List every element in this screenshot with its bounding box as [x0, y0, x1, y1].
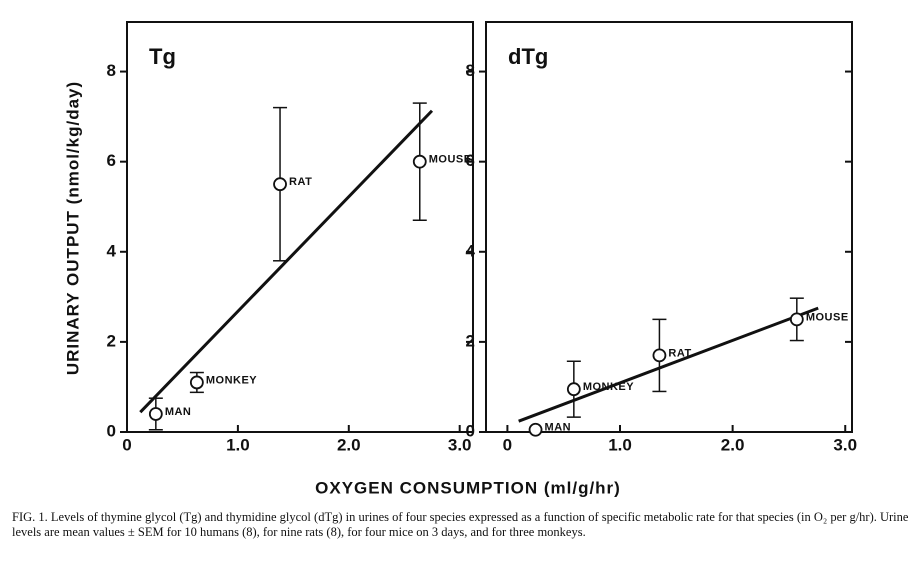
caption: FIG. 1. Levels of thymine glycol (Tg) an… [12, 510, 909, 539]
y-tick-label: 8 [107, 61, 116, 80]
y-tick-label: 6 [466, 151, 475, 170]
data-point [566, 382, 581, 397]
panel-title: dTg [508, 44, 548, 69]
data-point [273, 177, 287, 192]
point-label: MAN [545, 422, 572, 434]
point-label: MOUSE [429, 154, 472, 166]
fit-line [518, 306, 819, 423]
y-axis-label: URINARY OUTPUT (nmol/kg/day) [63, 81, 82, 375]
x-tick-label: 2.0 [721, 435, 745, 454]
y-tick-label: 4 [107, 241, 117, 260]
data-point [652, 348, 667, 363]
data-point [189, 375, 204, 390]
x-tick-label: 1.0 [608, 435, 632, 454]
x-tick-label: 1.0 [226, 435, 250, 454]
y-tick-label: 8 [466, 61, 475, 80]
y-tick-label: 2 [466, 331, 475, 350]
figure: URINARY OUTPUT (nmol/kg/day) OXYGEN CONS… [63, 21, 857, 497]
x-tick-label: 3.0 [833, 435, 857, 454]
y-tick-label: 2 [107, 331, 116, 350]
y-tick-label: 0 [466, 421, 475, 440]
x-tick-label: 3.0 [448, 435, 472, 454]
x-tick-label: 0 [122, 435, 131, 454]
plot-frame [485, 21, 853, 433]
x-tick-label: 2.0 [337, 435, 361, 454]
panel-title: Tg [149, 44, 176, 69]
point-label: MOUSE [806, 311, 849, 323]
data-point [148, 407, 163, 421]
data-point [528, 422, 543, 437]
point-label: MAN [165, 406, 192, 418]
point-label: RAT [289, 176, 312, 188]
y-tick-label: 0 [107, 421, 116, 440]
point-label: MONKEY [583, 381, 634, 393]
x-tick-label: 0 [503, 435, 512, 454]
y-tick-label: 4 [466, 241, 476, 260]
data-point [412, 154, 427, 169]
point-label: RAT [668, 347, 691, 359]
x-axis-label: OXYGEN CONSUMPTION (ml/g/hr) [315, 478, 621, 497]
plot-frame [126, 21, 474, 433]
point-label: MONKEY [206, 374, 257, 386]
data-point [789, 312, 804, 327]
y-tick-label: 6 [107, 151, 116, 170]
